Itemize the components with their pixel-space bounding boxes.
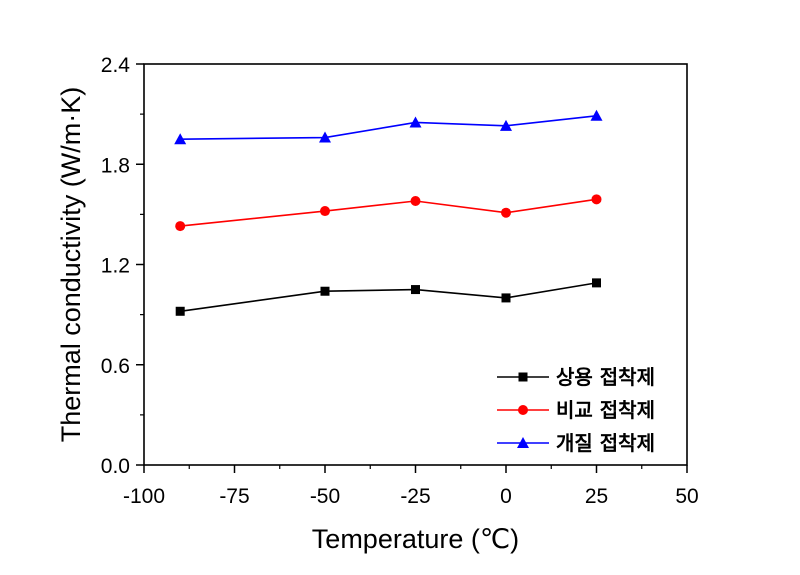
y-tick-label: 2.4 bbox=[101, 54, 131, 77]
data-point bbox=[590, 109, 603, 121]
series-2 bbox=[175, 194, 602, 232]
data-point bbox=[175, 306, 185, 316]
y-tick-label: 0.6 bbox=[101, 355, 130, 378]
data-point bbox=[410, 196, 421, 207]
legend-item: 비교 접착제 bbox=[497, 398, 655, 422]
data-point bbox=[175, 221, 186, 232]
x-tick-label: 25 bbox=[585, 485, 608, 508]
legend-label: 개질 접착제 bbox=[556, 431, 655, 455]
x-tick-label: -100 bbox=[123, 485, 165, 508]
data-point bbox=[319, 131, 331, 143]
series-line bbox=[180, 198, 597, 227]
data-point bbox=[409, 116, 422, 128]
data-point bbox=[501, 293, 511, 303]
data-point bbox=[174, 133, 187, 145]
legend-marker bbox=[518, 405, 528, 415]
series-layer bbox=[174, 109, 603, 316]
legend-label: 비교 접착제 bbox=[556, 398, 655, 422]
data-point bbox=[320, 286, 330, 296]
legend-item: 상용 접착제 bbox=[497, 365, 655, 389]
x-axis-title: Temperature (℃) bbox=[312, 524, 519, 554]
ticks-layer: -100 -75 -50 -25 0 25 50 0.0 0.6 1.2 1.8 2.4 bbox=[101, 54, 699, 508]
x-tick-label: -50 bbox=[310, 485, 340, 508]
legend-marker bbox=[518, 372, 528, 382]
x-tick-label: -75 bbox=[219, 485, 249, 508]
series-1 bbox=[175, 278, 601, 316]
series-3 bbox=[174, 109, 603, 145]
legend-label: 상용 접착제 bbox=[556, 365, 655, 389]
y-tick-label: 1.8 bbox=[101, 154, 130, 177]
data-point bbox=[592, 278, 601, 288]
series-line bbox=[180, 115, 597, 140]
data-point bbox=[501, 207, 511, 218]
y-axis-title: Thermal conductivity (W/m·K) bbox=[56, 87, 86, 443]
series-line bbox=[180, 282, 597, 313]
legend-marker bbox=[517, 437, 529, 448]
y-tick-label: 0.0 bbox=[101, 455, 130, 478]
data-point bbox=[591, 194, 602, 205]
data-point bbox=[320, 206, 330, 217]
data-point bbox=[500, 119, 512, 131]
x-tick-label: -25 bbox=[400, 485, 430, 508]
x-tick-label: 0 bbox=[500, 485, 512, 508]
x-tick-label: 50 bbox=[675, 485, 698, 508]
legend-item: 개질 접착제 bbox=[497, 431, 655, 455]
y-tick-label: 1.2 bbox=[101, 255, 130, 278]
data-point bbox=[411, 285, 420, 295]
